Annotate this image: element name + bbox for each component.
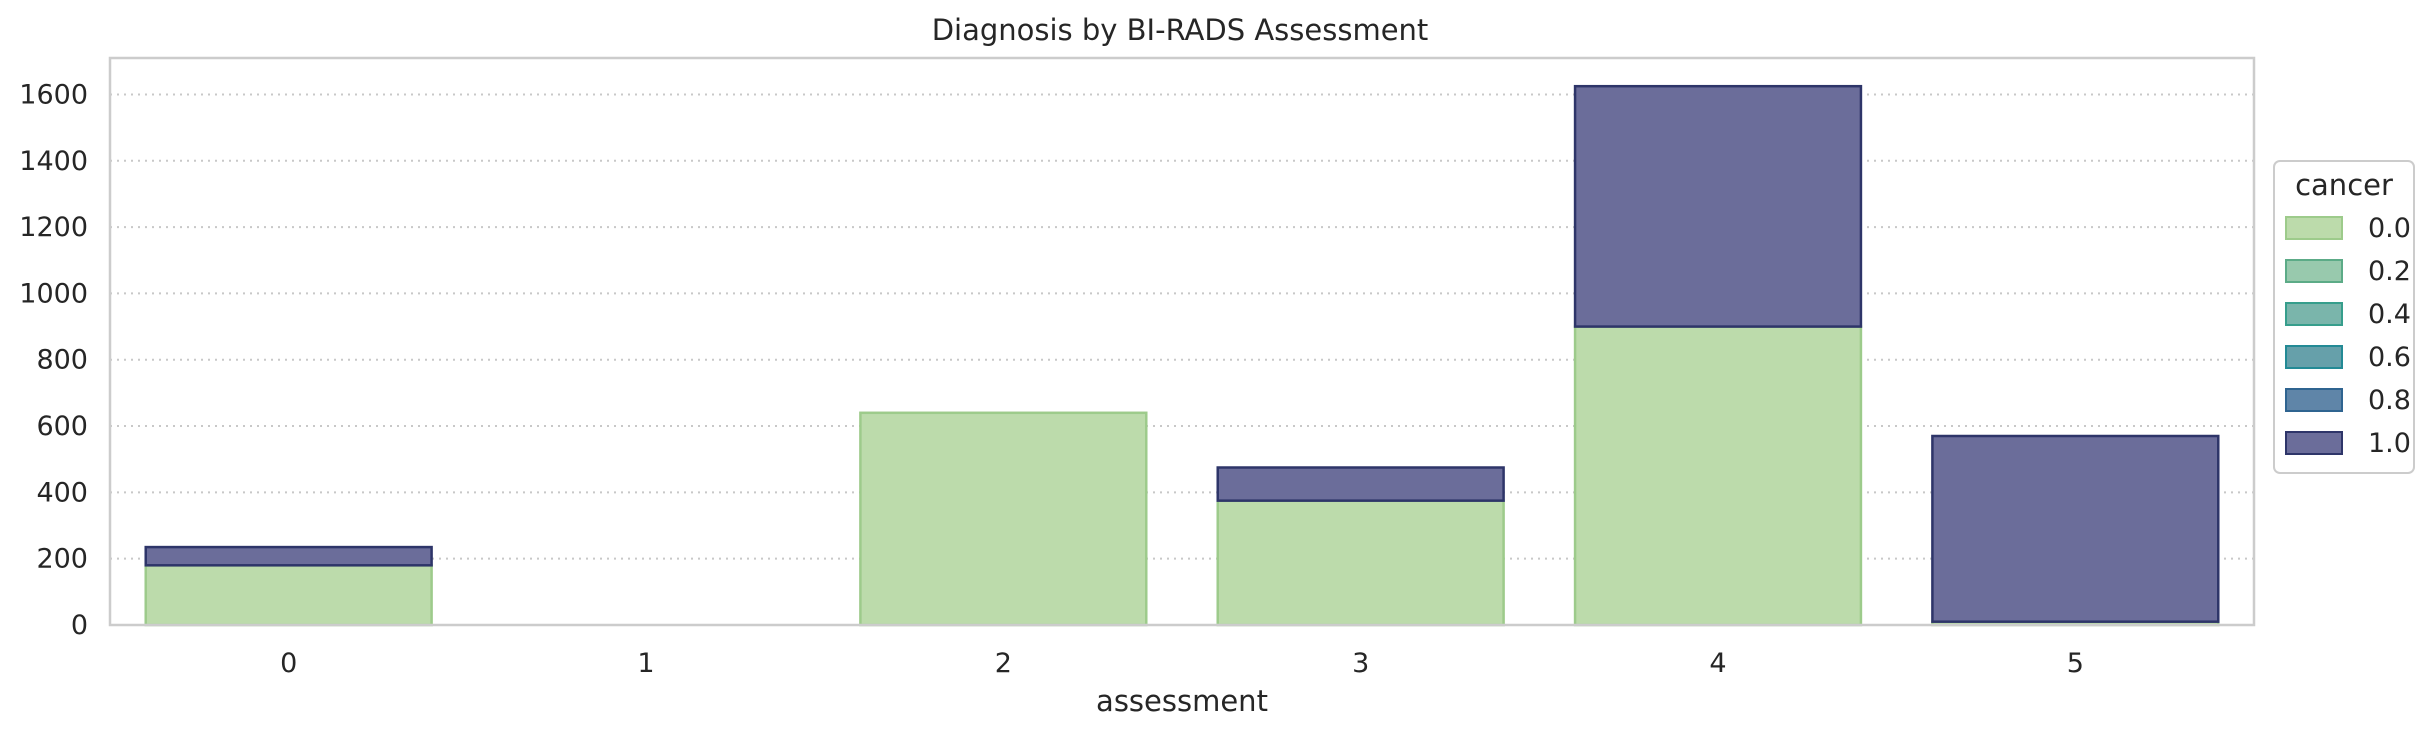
legend-label: 1.0: [2368, 428, 2411, 459]
x-tick-label: 0: [280, 648, 297, 679]
bars: [144, 84, 2220, 627]
bar-segment: [859, 411, 1148, 627]
y-tick-label: 1000: [19, 278, 88, 309]
bar-segment: [1573, 325, 1863, 627]
y-tick-label: 0: [71, 610, 88, 641]
legend-label: 0.4: [2368, 299, 2411, 330]
y-tick-label: 600: [36, 411, 88, 442]
y-tick-label: 1600: [19, 79, 88, 110]
x-tick-label: 4: [1709, 648, 1726, 679]
y-tick-label: 1200: [19, 212, 88, 243]
y-tick-label: 1400: [19, 146, 88, 177]
legend-swatch: [2285, 345, 2343, 369]
bar-segment: [144, 545, 433, 567]
legend-title: cancer: [2295, 168, 2393, 202]
y-tick-label: 200: [36, 544, 88, 575]
bar-segment: [1216, 499, 1505, 627]
legend-swatch: [2285, 431, 2343, 455]
bar-segment: [144, 564, 433, 627]
y-axis-ticks: 0 200 400 600 800 1000 1200 1400 1600: [19, 79, 88, 641]
x-axis-label: assessment: [1096, 684, 1268, 718]
legend-swatch: [2285, 388, 2343, 412]
legend-swatch: [2285, 259, 2343, 283]
legend-label: 0.6: [2368, 342, 2411, 373]
chart-title: Diagnosis by BI-RADS Assessment: [932, 13, 1429, 47]
x-tick-label: 3: [1352, 648, 1369, 679]
legend-label: 0.0: [2368, 213, 2411, 244]
y-tick-label: 400: [36, 477, 88, 508]
x-tick-label: 2: [995, 648, 1012, 679]
legend-swatch: [2285, 216, 2343, 240]
bar-segment: [1931, 434, 2220, 623]
legend-swatch: [2285, 302, 2343, 326]
x-axis-ticks: 0 1 2 3 4 5: [280, 648, 2084, 679]
y-tick-label: 800: [36, 345, 88, 376]
legend: cancer 0.0 0.2 0.4 0.6 0.8 1.0: [2273, 160, 2415, 474]
legend-label: 0.2: [2368, 256, 2411, 287]
plot-frame: [108, 56, 2256, 627]
x-tick-label: 1: [637, 648, 654, 679]
grid-lines: [110, 93, 2254, 560]
x-tick-label: 5: [2067, 648, 2084, 679]
bar-segment: [1573, 84, 1863, 328]
legend-label: 0.8: [2368, 385, 2411, 416]
bar-segment: [1216, 466, 1505, 502]
